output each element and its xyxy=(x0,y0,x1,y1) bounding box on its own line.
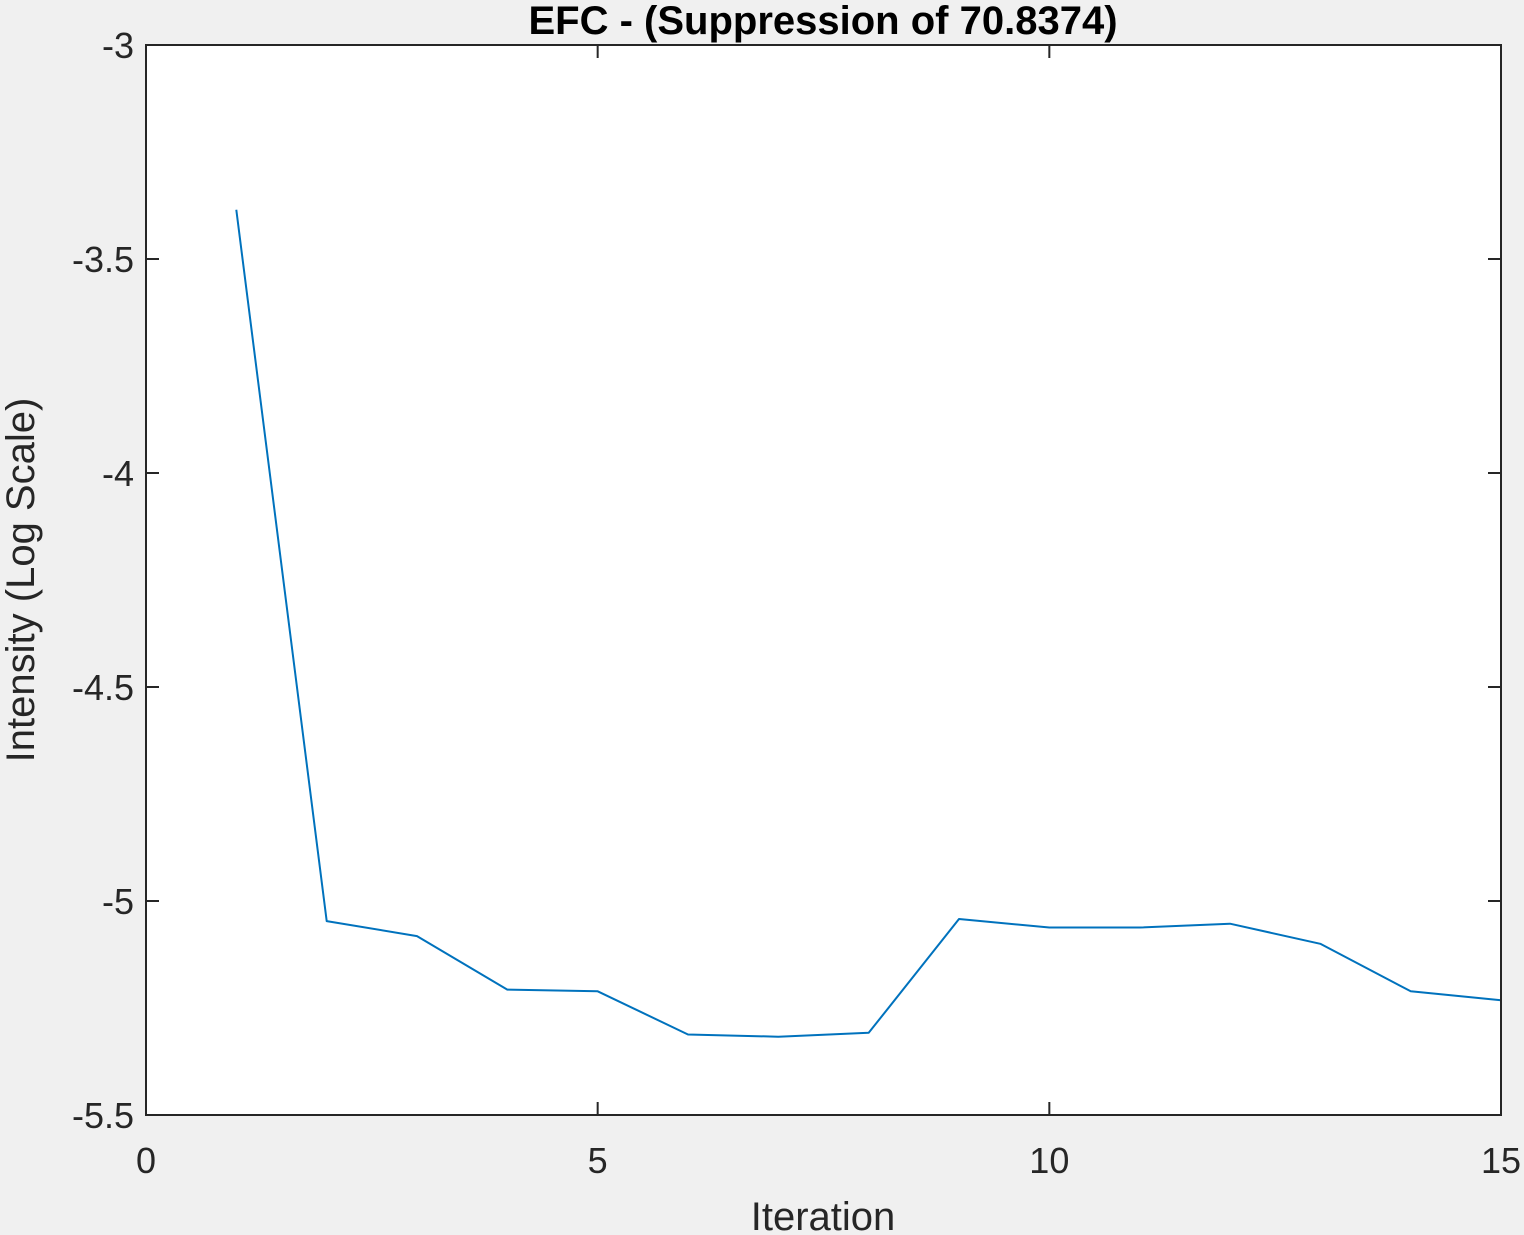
y-tick-label: -5.5 xyxy=(72,1095,134,1136)
chart-title: EFC - (Suppression of 70.8374) xyxy=(528,0,1117,43)
x-axis-label: Iteration xyxy=(751,1195,896,1235)
plot-area xyxy=(146,45,1501,1115)
tick-labels: 0 5 10 15 -3 -3.5 -4 -4.5 -5 -5.5 xyxy=(72,25,1521,1181)
y-tick-label: -3.5 xyxy=(72,239,134,280)
y-axis-label: Intensity (Log Scale) xyxy=(0,398,43,763)
x-tick-label: 5 xyxy=(588,1140,608,1181)
y-tick-label: -4.5 xyxy=(72,667,134,708)
y-tick-label: -5 xyxy=(102,881,134,922)
x-tick-label: 0 xyxy=(136,1140,156,1181)
y-tick-label: -3 xyxy=(102,25,134,66)
series-line xyxy=(235,209,1502,1038)
y-tick-label: -4 xyxy=(102,453,134,494)
x-tick-label: 15 xyxy=(1481,1140,1521,1181)
axes-box xyxy=(145,44,1502,1116)
series-layer xyxy=(235,209,1502,1038)
x-tick-label: 10 xyxy=(1029,1140,1069,1181)
